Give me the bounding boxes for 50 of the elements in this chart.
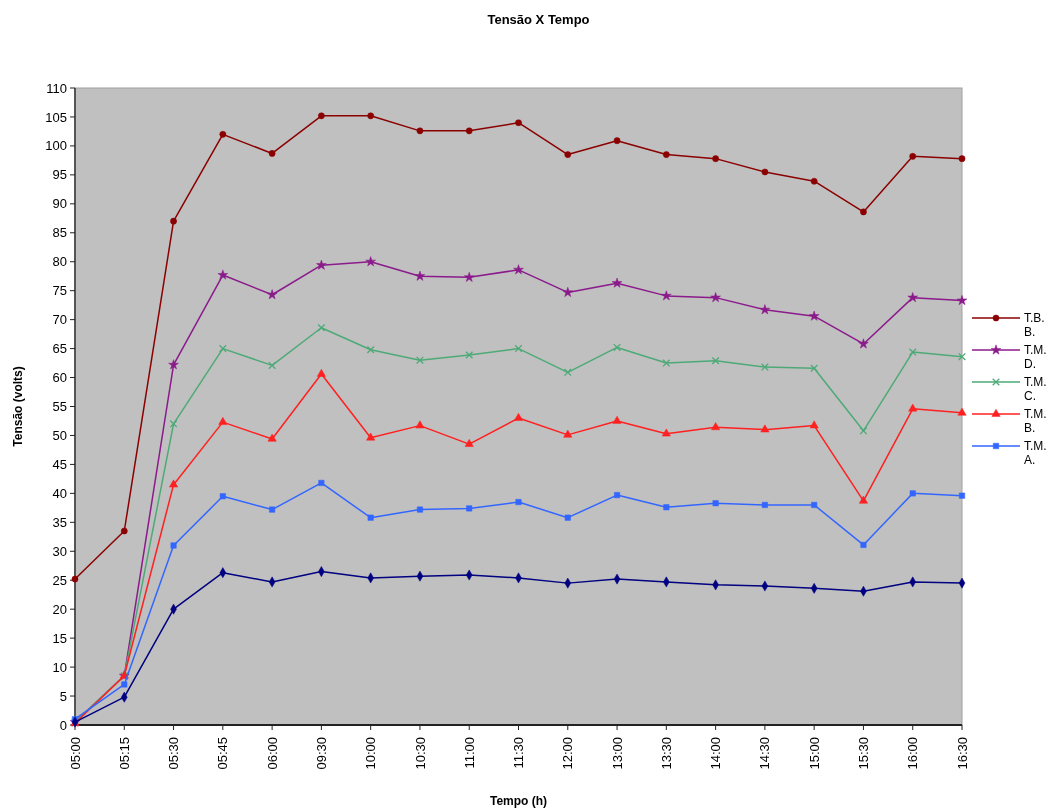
y-tick-label: 110	[46, 80, 67, 96]
y-tick-label: 65	[52, 341, 67, 357]
y-tick-label: 35	[52, 514, 67, 530]
y-tick-label: 40	[52, 485, 67, 501]
legend-label: T.M. A.	[1024, 439, 1047, 467]
y-tick-label: 95	[52, 167, 67, 183]
y-tick-label: 75	[52, 283, 67, 299]
y-tick-label: 5	[59, 688, 67, 704]
chart-title: Tensão X Tempo	[487, 12, 590, 27]
x-tick-label: 14:00	[708, 737, 724, 770]
x-tick-label: 15:00	[806, 737, 822, 770]
x-tick-label: 11:30	[511, 737, 527, 769]
x-tick-label: 14:30	[757, 737, 773, 770]
y-tick-label: 50	[52, 428, 67, 443]
x-tick-label: 10:30	[412, 737, 428, 770]
y-axis-title: Tensão (volts)	[11, 366, 25, 447]
x-tick-label: 05:15	[116, 737, 132, 770]
x-axis-title: Tempo (h)	[489, 794, 548, 808]
x-tick-label: 10:00	[363, 737, 379, 770]
x-tick-label: 05:45	[215, 737, 231, 770]
y-tick-label: 30	[52, 543, 67, 559]
y-tick-label: 45	[52, 456, 67, 472]
legend-label: T.M. D.	[1024, 343, 1047, 371]
legend-label: T.B. B.	[1024, 311, 1045, 339]
x-tick-label: 06:00	[264, 737, 280, 770]
y-tick-label: 20	[52, 601, 67, 617]
x-tick-label: 05:00	[67, 737, 83, 770]
legend-label: T.M. C.	[1024, 375, 1047, 403]
y-tick-label: 55	[52, 399, 67, 415]
x-tick-label: 05:30	[166, 737, 182, 770]
y-tick-label: 0	[59, 717, 67, 733]
y-tick-label: 100	[45, 138, 67, 154]
x-tick-label: 16:30	[954, 737, 970, 770]
y-tick-label: 70	[52, 312, 67, 328]
x-tick-label: 13:00	[609, 737, 625, 770]
y-tick-label: 25	[52, 572, 67, 588]
y-tick-label: 90	[52, 196, 67, 212]
x-tick-label: 16:00	[905, 737, 921, 770]
x-tick-label: 09:30	[313, 737, 329, 770]
y-tick-label: 10	[52, 659, 67, 675]
legend-label: T.M. B.	[1024, 407, 1047, 435]
y-tick-label: 85	[52, 225, 67, 241]
x-tick-label: 12:00	[560, 737, 576, 770]
x-tick-label: 15:30	[855, 737, 871, 770]
y-tick-label: 60	[52, 370, 67, 386]
x-tick-label: 13:30	[658, 737, 674, 770]
y-tick-label: 80	[52, 254, 67, 270]
x-tick-label: 11:00	[461, 737, 477, 769]
y-tick-label: 15	[52, 630, 67, 646]
y-tick-label: 105	[45, 109, 67, 125]
